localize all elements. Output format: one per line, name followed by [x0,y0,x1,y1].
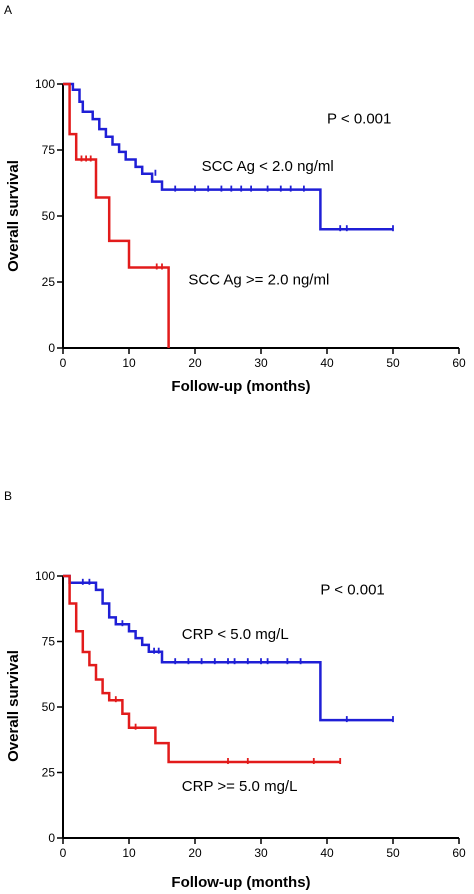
chart-panel-a: A 0 25 50 75 100 0 10 20 30 40 50 60 Follow-up (month… [4,3,466,395]
annotation-label: SCC Ag >= 2.0 ng/ml [188,272,329,289]
y-tick-label: 0 [48,341,55,355]
panel-label: B [4,489,12,503]
y-tick-label: 100 [35,77,55,91]
annotation-label: P < 0.001 [327,111,391,128]
panel-label: A [4,3,12,17]
survival-curve [63,574,393,722]
x-tick-label: 0 [60,846,67,860]
y-axis-title: Overall survival [5,160,22,272]
y-axis-title: Overall survival [5,650,22,762]
chart-panel-b: B 0 25 50 75 100 0 10 20 30 40 50 60 Follow-up (month… [4,489,466,891]
y-tick-label: 50 [42,700,56,714]
x-tick-label: 50 [386,356,400,370]
survival-curve [63,82,393,231]
series-high [63,82,170,348]
x-tick-label: 40 [320,846,334,860]
y-tick-label: 75 [42,143,56,157]
series-low [63,574,394,723]
y-tick-label: 25 [42,275,56,289]
annotation-label: CRP >= 5.0 mg/L [182,778,298,795]
y-tick-label: 75 [42,635,56,649]
x-tick-label: 40 [320,356,334,370]
x-axis-title: Follow-up (months) [171,378,310,395]
x-tick-label: 60 [452,846,466,860]
x-tick-label: 10 [122,846,136,860]
series-high [63,574,342,765]
series-low [63,82,394,232]
survival-curve [63,574,341,764]
y-tick-label: 0 [48,831,55,845]
y-tick-label: 100 [35,569,55,583]
y-tick-label: 25 [42,766,56,780]
x-tick-label: 60 [452,356,466,370]
x-axis-title: Follow-up (months) [171,874,310,891]
annotation-label: CRP < 5.0 mg/L [182,626,289,643]
x-tick-label: 0 [60,356,67,370]
x-tick-label: 20 [188,356,202,370]
x-tick-label: 30 [254,356,268,370]
survival-curve [63,82,170,348]
annotation-label: P < 0.001 [320,581,384,598]
y-tick-label: 50 [42,209,56,223]
x-tick-label: 50 [386,846,400,860]
annotation-label: SCC Ag < 2.0 ng/ml [202,158,334,175]
x-tick-label: 10 [122,356,136,370]
x-tick-label: 20 [188,846,202,860]
x-tick-label: 30 [254,846,268,860]
